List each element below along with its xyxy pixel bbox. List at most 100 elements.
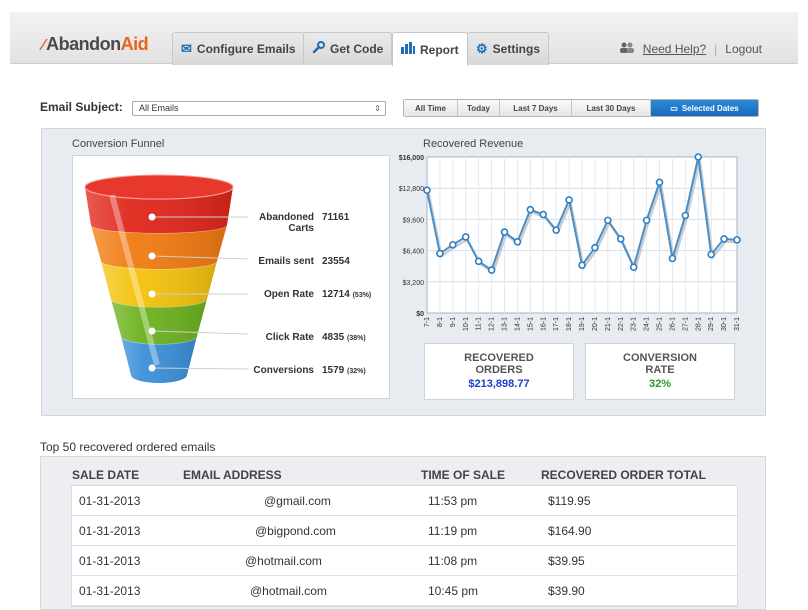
cell-email: @hotmail.com — [250, 584, 327, 598]
table-row[interactable]: 01-31-2013 @bigpond.com 11:19 pm $164.90 — [72, 516, 737, 546]
data-point[interactable] — [578, 261, 586, 270]
x-tick-label: 27-1 — [682, 317, 689, 331]
funnel-leader-line — [151, 255, 249, 260]
funnel-value-click-rate: 4835 (38%) — [322, 332, 366, 343]
funnel-value: 1579 — [322, 365, 345, 376]
funnel-value-open-rate: 12714 (53%) — [322, 289, 371, 300]
y-tick-label: $16,000 — [399, 155, 424, 162]
funnel-label-line: Abandoned — [259, 212, 314, 223]
data-point[interactable] — [513, 238, 522, 246]
funnel-value: 71161 — [322, 212, 350, 223]
data-point[interactable] — [500, 228, 509, 236]
data-point[interactable] — [449, 240, 457, 249]
data-point[interactable] — [565, 196, 573, 204]
cell-total: $119.95 — [548, 494, 591, 508]
data-point[interactable] — [668, 254, 677, 263]
funnel-leader-line — [151, 330, 249, 335]
x-tick-label: 16-1 — [540, 317, 547, 331]
cell-sale-date: 01-31-2013 — [79, 584, 141, 598]
stat-title-line: CONVERSION — [623, 352, 697, 364]
range-label: Last 7 Days — [513, 103, 558, 113]
x-tick-label: 31-1 — [734, 317, 741, 331]
x-tick-label: 24-1 — [644, 317, 651, 331]
x-tick-label: 23-1 — [631, 317, 638, 331]
tab-configure-emails[interactable]: ✉ Configure Emails — [172, 32, 305, 65]
help-area: Need Help? | Logout — [619, 42, 762, 56]
funnel-label-emails-sent: Emails sent — [258, 256, 314, 267]
tab-report[interactable]: Report — [392, 32, 468, 66]
data-point[interactable] — [655, 178, 664, 187]
funnel-dot — [148, 290, 156, 298]
funnel-value: 23554 — [322, 256, 350, 267]
data-point[interactable] — [552, 226, 560, 234]
data-point[interactable] — [423, 186, 431, 194]
y-tick-label: $9,600 — [403, 217, 425, 224]
range-all-time-button[interactable]: All Time — [404, 100, 458, 116]
data-point[interactable] — [642, 216, 651, 225]
x-tick-label: 12-1 — [489, 317, 496, 331]
header-recovered-order-total[interactable]: RECOVERED ORDER TOTAL — [541, 468, 706, 482]
data-point[interactable] — [720, 235, 728, 243]
data-point[interactable] — [526, 205, 535, 214]
funnel-label-line: Carts — [288, 223, 314, 234]
conversion-rate-card: CONVERSION RATE 32% — [585, 343, 735, 400]
data-point[interactable] — [707, 250, 715, 259]
x-tick-label: 10-1 — [463, 317, 470, 331]
range-selected-dates-button[interactable]: ▭ Selected Dates — [651, 100, 758, 116]
funnel-dot — [148, 364, 156, 372]
data-point[interactable] — [539, 210, 548, 219]
tab-settings[interactable]: ⚙ Settings — [467, 32, 549, 65]
logout-link[interactable]: Logout — [725, 42, 762, 56]
data-point[interactable] — [694, 153, 703, 161]
table-row[interactable]: 01-31-2013 @gmail.com 11:53 pm $119.95 — [72, 486, 737, 516]
funnel-value-abandoned-carts: 71161 — [322, 212, 349, 223]
email-subject-select[interactable]: All Emails ⇕ — [132, 101, 386, 116]
recovered-orders-title: RECOVERED ORDERS — [425, 352, 573, 376]
table-body: 01-31-2013 @gmail.com 11:53 pm $119.95 0… — [71, 485, 738, 607]
x-tick-label: 29-1 — [708, 317, 715, 331]
data-point[interactable] — [461, 233, 470, 241]
x-tick-label: 22-1 — [618, 317, 625, 331]
tab-get-code[interactable]: Get Code — [303, 32, 393, 65]
data-point[interactable] — [733, 236, 741, 244]
data-point[interactable] — [436, 249, 444, 258]
data-point[interactable] — [604, 216, 612, 225]
data-point[interactable] — [487, 266, 496, 274]
x-tick-label: 28-1 — [695, 317, 702, 331]
range-today-button[interactable]: Today — [458, 100, 500, 116]
tab-label: Get Code — [330, 42, 384, 56]
range-last-30-days-button[interactable]: Last 30 Days — [572, 100, 651, 116]
recovered-orders-card: RECOVERED ORDERS $213,898.77 — [424, 343, 574, 400]
range-last-7-days-button[interactable]: Last 7 Days — [500, 100, 572, 116]
header-time-of-sale[interactable]: TIME OF SALE — [421, 468, 505, 482]
y-tick-label: $6,400 — [403, 249, 425, 256]
select-arrows-icon: ⇕ — [374, 104, 381, 113]
need-help-link[interactable]: Need Help? — [642, 42, 707, 56]
table-row[interactable]: 01-31-2013 @hotmail.com 11:08 pm $39.95 — [72, 546, 737, 576]
data-point[interactable] — [681, 211, 690, 220]
recovered-emails-title: Top 50 recovered ordered emails — [40, 440, 216, 454]
date-range-selector: All Time Today Last 7 Days Last 30 Days … — [403, 99, 759, 117]
table-row[interactable]: 01-31-2013 @hotmail.com 10:45 pm $39.90 — [72, 576, 737, 606]
funnel-arrow — [109, 194, 160, 366]
logo-prefix: Abandon — [46, 34, 121, 54]
funnel-top — [84, 174, 234, 200]
logo[interactable]: ⁄ AbandonAid — [42, 34, 149, 55]
funnel-graphic — [84, 174, 249, 383]
email-subject-label: Email Subject: — [40, 100, 123, 114]
range-label: Selected Dates — [681, 103, 739, 113]
data-point[interactable] — [616, 235, 625, 243]
x-tick-label: 14-1 — [514, 317, 521, 331]
header-sale-date[interactable]: SALE DATE — [72, 468, 140, 482]
recovered-revenue-title: Recovered Revenue — [423, 138, 524, 150]
data-point[interactable] — [591, 243, 599, 252]
range-label: Today — [467, 103, 490, 113]
funnel-value: 12714 — [322, 289, 350, 300]
x-tick-label: 21-1 — [605, 317, 612, 331]
data-point[interactable] — [629, 263, 638, 271]
header-email-address[interactable]: EMAIL ADDRESS — [183, 468, 282, 482]
funnel-dot — [148, 213, 156, 221]
logo-suffix: Aid — [120, 34, 149, 54]
data-point[interactable] — [474, 257, 483, 266]
funnel-dot — [148, 327, 156, 335]
